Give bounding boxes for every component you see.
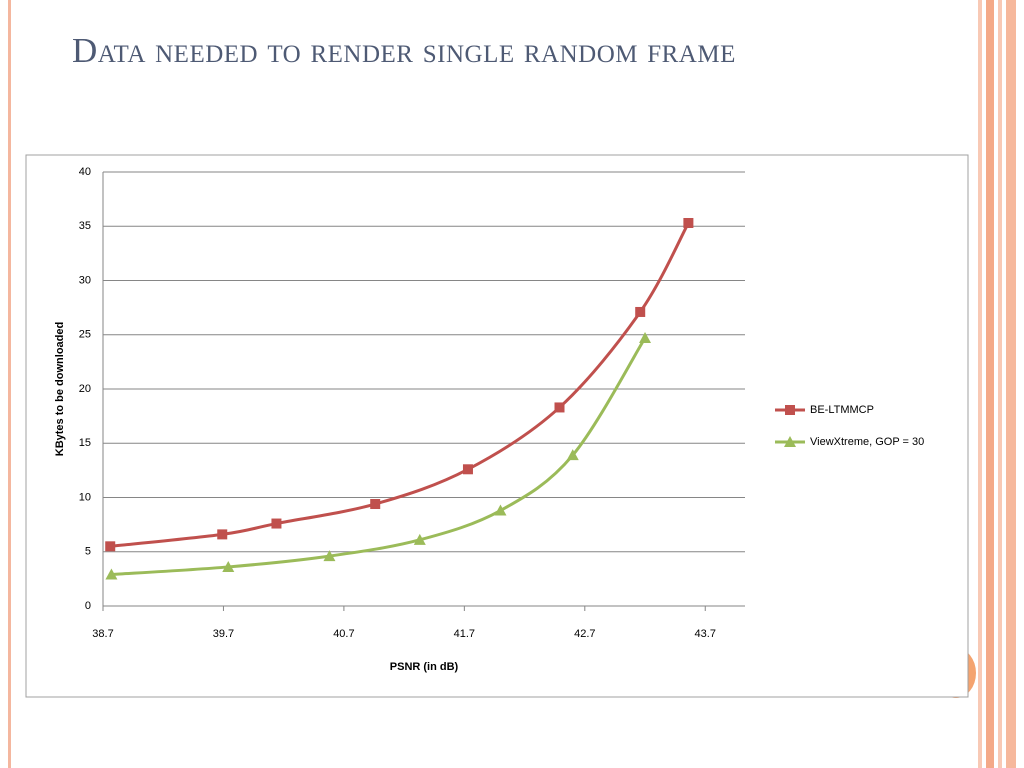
marker	[271, 518, 282, 529]
x-axis-title: PSNR (in dB)	[390, 661, 459, 673]
y-tick-label: 5	[85, 546, 91, 558]
stripe	[1006, 0, 1016, 768]
x-tick-label: 43.7	[695, 628, 716, 640]
left-border	[8, 0, 11, 768]
stripe	[986, 0, 994, 768]
y-axis-title: KBytes to be downloaded	[54, 322, 66, 456]
y-tick-label: 15	[79, 437, 91, 449]
marker	[222, 560, 235, 572]
y-tick-label: 0	[85, 600, 91, 612]
marker	[494, 504, 507, 516]
marker	[566, 449, 579, 461]
stripe	[978, 0, 982, 768]
chart-frame	[25, 154, 969, 698]
x-tick-label: 40.7	[333, 628, 354, 640]
marker	[105, 541, 116, 552]
marker	[370, 499, 381, 510]
marker	[683, 217, 694, 228]
y-tick-label: 30	[79, 274, 91, 286]
x-tick-label: 42.7	[574, 628, 595, 640]
marker	[639, 332, 652, 344]
marker	[554, 402, 565, 413]
series-line	[110, 222, 690, 548]
y-tick-label: 25	[79, 329, 91, 341]
marker	[462, 464, 473, 475]
marker	[413, 533, 426, 545]
legend-marker	[784, 436, 796, 447]
stripe	[998, 0, 1002, 768]
legend-label: ViewXtreme, GOP = 30	[810, 436, 924, 448]
y-tick-label: 35	[79, 220, 91, 232]
x-tick-label: 38.7	[92, 628, 113, 640]
y-tick-label: 20	[79, 383, 91, 395]
legend-marker	[785, 405, 795, 415]
marker	[635, 306, 646, 317]
marker	[323, 550, 336, 562]
y-tick-label: 40	[79, 166, 91, 178]
marker	[217, 529, 228, 540]
x-tick-label: 39.7	[213, 628, 234, 640]
x-tick-label: 41.7	[454, 628, 475, 640]
marker	[105, 568, 118, 580]
legend-label: BE-LTMMCP	[810, 404, 874, 416]
y-tick-label: 10	[79, 491, 91, 503]
slide-title: Data needed to render single random fram…	[72, 31, 736, 70]
